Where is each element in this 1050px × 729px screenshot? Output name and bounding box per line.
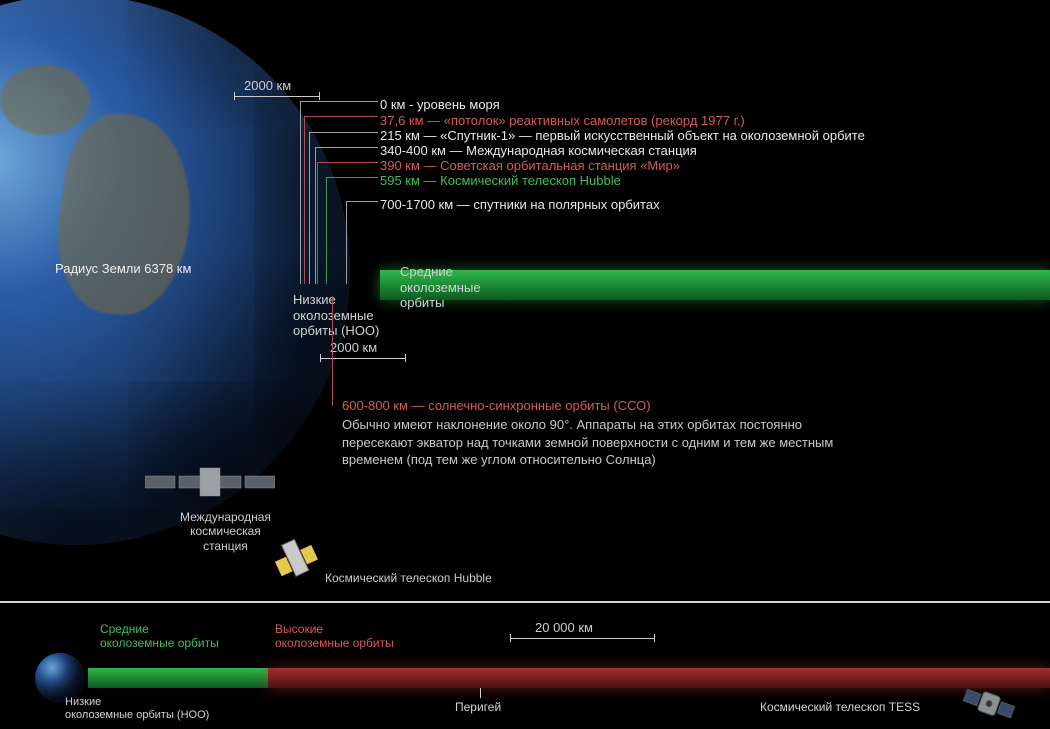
hubble-caption: Космический телескоп Hubble [325, 571, 492, 585]
sso-title: 600-800 км — солнечно-синхронные орбиты … [342, 398, 651, 413]
meo-label-bottom: Средние околоземные орбиты [100, 622, 219, 651]
leo-label-l3: орбиты (НОО) [293, 323, 379, 339]
tess-icon [960, 682, 1020, 729]
orbit-line-5: 595 км — Космический телескоп Hubble [380, 172, 621, 190]
orbit-line-6: 700-1700 км — спутники на полярных орбит… [380, 196, 660, 214]
meo-label-top: Средние околоземные орбиты [400, 264, 481, 311]
tess-label: Космический телескоп TESS [760, 700, 920, 714]
meo-bot-l2: околоземные орбиты [100, 636, 219, 650]
connector-6 [346, 201, 347, 284]
iss-caption: Международная космическая станция [180, 510, 271, 553]
connector-lead-5 [326, 177, 378, 178]
heo-bot-l2: околоземные орбиты [275, 636, 394, 650]
heo-band-bottom [268, 668, 1050, 688]
leo-label-l1: Низкие [293, 292, 379, 308]
connector-lead-1 [304, 116, 378, 117]
connector-lead-0 [300, 101, 378, 102]
meo-label-l1: Средние [400, 264, 481, 280]
scale-bar-top [234, 96, 320, 97]
meo-label-l3: орбиты [400, 295, 481, 311]
scale-label-top: 2000 км [244, 78, 291, 93]
meo-label-l2: околоземные [400, 280, 481, 296]
iss-cap-l3: станция [180, 539, 271, 553]
heo-bot-l1: Высокие [275, 622, 394, 636]
connector-1 [304, 116, 305, 284]
scale-label-mid: 2000 км [330, 340, 377, 355]
orbit-line-0: 0 км - уровень моря [380, 96, 500, 114]
connector-lead-6 [346, 201, 378, 202]
meo-band-bottom [88, 668, 268, 688]
connector-2 [309, 132, 310, 284]
iss-icon [145, 458, 275, 511]
iss-cap-l1: Международная [180, 510, 271, 524]
hubble-icon [270, 532, 325, 585]
scale-bar-bottom [510, 638, 655, 639]
perigee-tick [480, 688, 481, 698]
meo-bot-l1: Средние [100, 622, 219, 636]
section-divider [0, 601, 1050, 603]
sso-connector [332, 296, 333, 406]
connector-4 [317, 162, 318, 284]
leo-label-bottom: Низкие околоземные орбиты (НОО) [65, 696, 209, 721]
connector-5 [326, 177, 327, 284]
leo-label-l2: околоземные [293, 308, 379, 324]
earth-radius-label: Радиус Земли 6378 км [55, 261, 191, 276]
heo-label-bottom: Высокие околоземные орбиты [275, 622, 394, 651]
sso-description: Обычно имеют наклонение около 90°. Аппар… [342, 416, 862, 469]
iss-cap-l2: космическая [180, 524, 271, 538]
connector-lead-2 [309, 132, 378, 133]
connector-3 [315, 147, 316, 284]
leo-bot-l1: Низкие [65, 696, 209, 709]
scale-label-bottom: 20 000 км [535, 620, 593, 635]
connector-lead-4 [317, 162, 378, 163]
leo-bot-l2: околоземные орбиты (НОО) [65, 709, 209, 722]
leo-label-top: Низкие околоземные орбиты (НОО) [293, 292, 379, 339]
connector-0 [300, 101, 301, 284]
connector-lead-3 [315, 147, 378, 148]
perigee-label: Перигей [455, 700, 501, 714]
